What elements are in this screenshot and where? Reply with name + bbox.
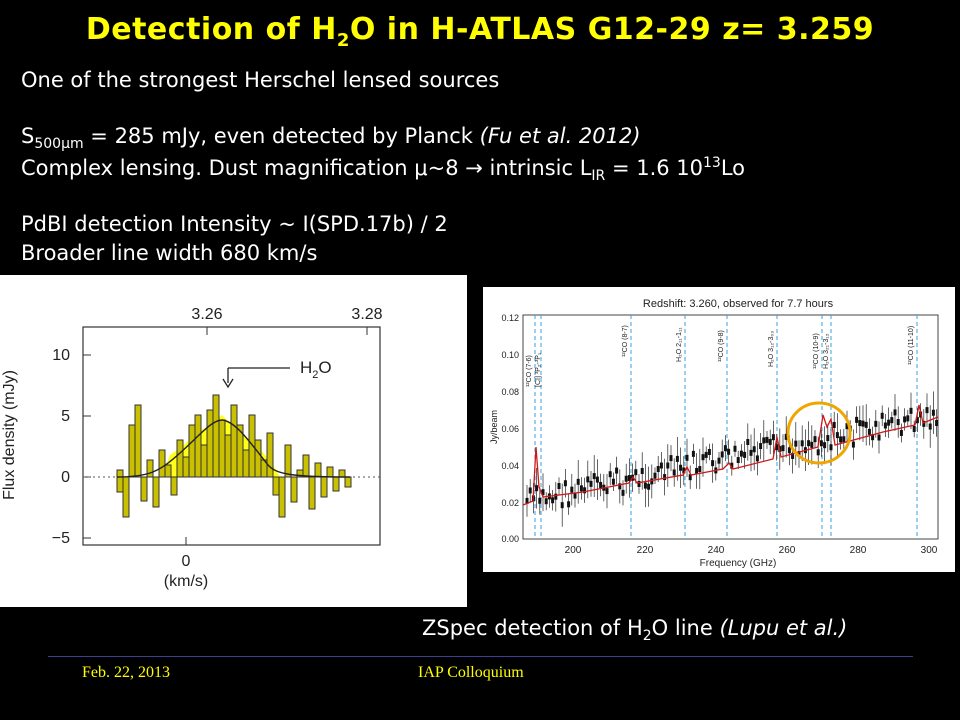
plot-frame — [82, 326, 381, 546]
line-label: ¹²CO (11-10) — [908, 326, 915, 365]
text-line-2: S500μm = 285 mJy, even detected by Planc… — [21, 124, 641, 153]
line-label: ¹²CO (7-6) — [526, 355, 533, 387]
zspec-spectrum-figure: Redshift: 3.260, observed for 7.7 hours … — [483, 287, 955, 572]
y-tick-label: −5 — [52, 530, 70, 547]
x-tick-label: 200 — [565, 545, 582, 556]
text-line-1: One of the strongest Herschel lensed sou… — [21, 68, 500, 92]
y-tick-label: 0.00 — [501, 534, 519, 544]
footer-divider — [48, 656, 913, 657]
highlight-circle — [786, 401, 852, 465]
model-fit-line — [522, 404, 939, 506]
line-label: ¹²CO (8-7) — [622, 325, 629, 357]
spectrum-bars — [116, 394, 352, 518]
x-tick-label: 280 — [850, 545, 867, 556]
y-tick-label: 0.08 — [501, 387, 519, 397]
y-tick-label: 0.02 — [501, 498, 519, 508]
x-tick-label: 240 — [708, 545, 725, 556]
plot-header: Redshift: 3.260, observed for 7.7 hours — [643, 298, 834, 310]
line-label: [CI] ³P₂-³P₁ — [535, 352, 542, 387]
h2o-label: H2O — [300, 358, 332, 381]
x-tick-label: 300 — [921, 545, 938, 556]
top-tick-label: 3.28 — [351, 306, 382, 323]
x-axis-unit: (km/s) — [164, 573, 208, 590]
slide-title: Detection of H2O in H-ATLAS G12-29 z= 3.… — [85, 12, 875, 51]
y-tick-label: 0.10 — [501, 350, 519, 360]
line-label: H₂O 3₁₂-3₀₃ — [768, 331, 775, 367]
gaussian-fit-curve — [116, 419, 351, 478]
x-axis-label: Frequency (GHz) — [700, 558, 777, 569]
text-line-5: Broader line width 680 km/s — [21, 241, 318, 265]
plot-frame — [522, 314, 939, 540]
y-tick-label: 0.12 — [501, 313, 519, 323]
x-tick-label: 260 — [779, 545, 796, 556]
arrow-icon — [222, 378, 234, 389]
figure-caption: ZSpec detection of H2O line (Lupu et al.… — [422, 616, 848, 645]
y-tick-label: 10 — [52, 347, 70, 364]
footer-date: Feb. 22, 2013 — [82, 664, 170, 681]
x-tick-label: 220 — [637, 545, 654, 556]
footer-event: IAP Colloquium — [418, 664, 524, 681]
line-label: H₂O 3₂₁-3₁₂ — [823, 333, 830, 369]
spectrum-data-points — [525, 391, 939, 527]
y-tick-label: 0.06 — [501, 424, 519, 434]
line-label: H₂O 2₁₁-1₁₁ — [676, 327, 683, 362]
text-line-3: Complex lensing. Dust magnification μ~8 … — [21, 155, 746, 185]
y-tick-label: 5 — [61, 408, 70, 425]
y-axis-label: Flux density (mJy) — [1, 370, 18, 500]
pdbi-spectrum-figure: 3.26 3.28 10 5 0 −5 Flux density (mJy) 0… — [0, 275, 467, 607]
y-axis-label: Jy/beam — [489, 410, 499, 444]
x-tick-label: 0 — [182, 553, 191, 570]
y-tick-label: 0.04 — [501, 461, 519, 471]
top-tick-label: 3.26 — [191, 306, 222, 323]
line-label: ¹²CO (10-9) — [813, 333, 820, 369]
line-label: ¹²CO (9-8) — [718, 330, 725, 362]
text-line-4: PdBI detection Intensity ~ I(SPD.17b) / … — [21, 212, 448, 236]
line-markers — [534, 315, 918, 539]
y-tick-label: 0 — [61, 469, 70, 486]
